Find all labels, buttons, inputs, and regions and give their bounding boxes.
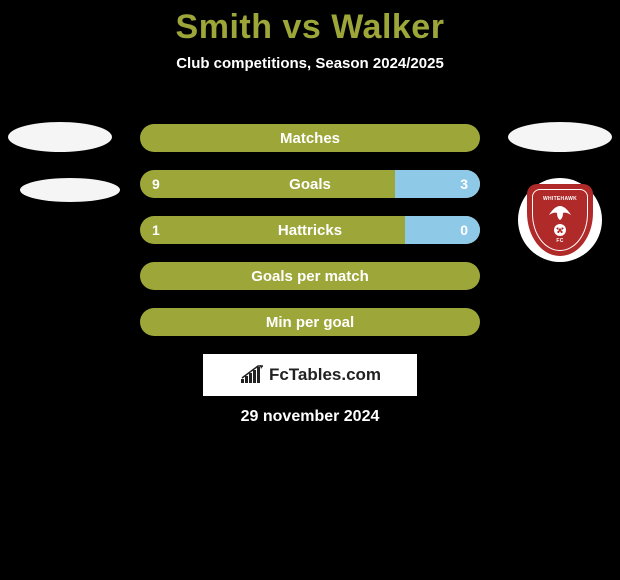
player1-avatar-placeholder	[8, 122, 112, 152]
stat-label: Goals	[289, 176, 331, 193]
page-title: Smith vs Walker	[0, 0, 620, 47]
stat-left-value: 9	[152, 176, 160, 192]
stat-fill	[405, 216, 480, 244]
watermark-text: FcTables.com	[269, 365, 381, 385]
stat-right-value: 3	[460, 176, 468, 192]
watermark[interactable]: FcTables.com	[203, 354, 417, 396]
stat-label: Min per goal	[266, 314, 354, 331]
date-text: 29 november 2024	[0, 408, 620, 426]
badge-top-text: WHITEHAWK	[543, 196, 577, 202]
player2-club-badge: WHITEHAWK FC	[518, 178, 602, 262]
shield-icon: WHITEHAWK FC	[527, 184, 593, 256]
hawk-icon	[547, 204, 573, 222]
stat-left-value: 1	[152, 222, 160, 238]
player2-avatar-placeholder	[508, 122, 612, 152]
subtitle: Club competitions, Season 2024/2025	[0, 55, 620, 72]
soccer-ball-icon	[554, 224, 566, 236]
stat-row-min-per-goal: Min per goal	[140, 308, 480, 336]
badge-bottom-text: FC	[556, 238, 563, 244]
stat-row-matches: Matches	[140, 124, 480, 152]
stat-right-value: 0	[460, 222, 468, 238]
player1-club-placeholder	[20, 178, 120, 202]
stat-row-goals-per-match: Goals per match	[140, 262, 480, 290]
stat-label: Goals per match	[251, 268, 369, 285]
stat-label: Matches	[280, 130, 340, 147]
stat-row-goals: 9 Goals 3	[140, 170, 480, 198]
stat-row-hattricks: 1 Hattricks 0	[140, 216, 480, 244]
stat-label: Hattricks	[278, 222, 342, 239]
stats-container: Matches 9 Goals 3 1 Hattricks 0 Goals pe…	[140, 124, 480, 354]
fctables-logo-icon	[239, 365, 265, 385]
